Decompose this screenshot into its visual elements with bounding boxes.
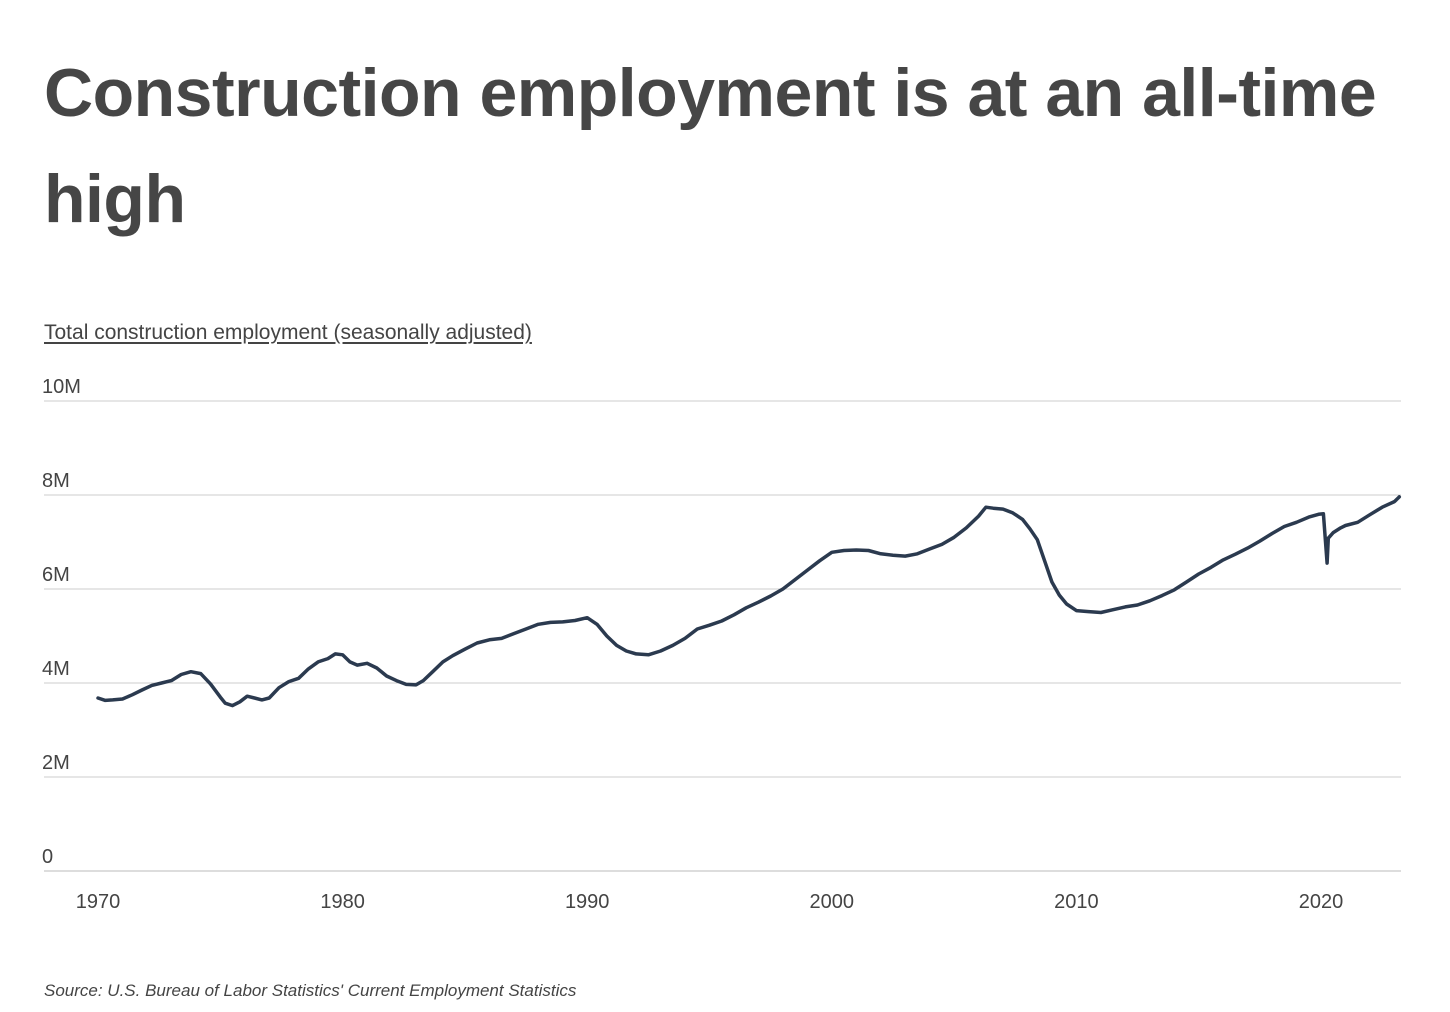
source-note: Source: U.S. Bureau of Labor Statistics'…: [44, 981, 577, 1000]
chart-title: Construction employment is at an all-tim…: [44, 55, 1377, 237]
y-tick-label: 8M: [42, 470, 70, 492]
chart-subtitle: Total construction employment (seasonall…: [44, 321, 532, 344]
y-tick-label: 0: [42, 846, 53, 868]
y-tick-label: 2M: [42, 752, 70, 774]
x-tick-label: 2020: [1299, 891, 1344, 913]
y-tick-label: 6M: [42, 564, 70, 586]
x-tick-label: 1970: [76, 891, 121, 913]
x-tick-label: 2010: [1054, 891, 1099, 913]
x-tick-label: 1980: [320, 891, 365, 913]
series-line-construction-employment: [96, 495, 1402, 708]
y-tick-label: 10M: [42, 376, 81, 398]
x-tick-label: 2000: [810, 891, 855, 913]
y-tick-label: 4M: [42, 658, 70, 680]
x-tick-label: 1990: [565, 891, 610, 913]
